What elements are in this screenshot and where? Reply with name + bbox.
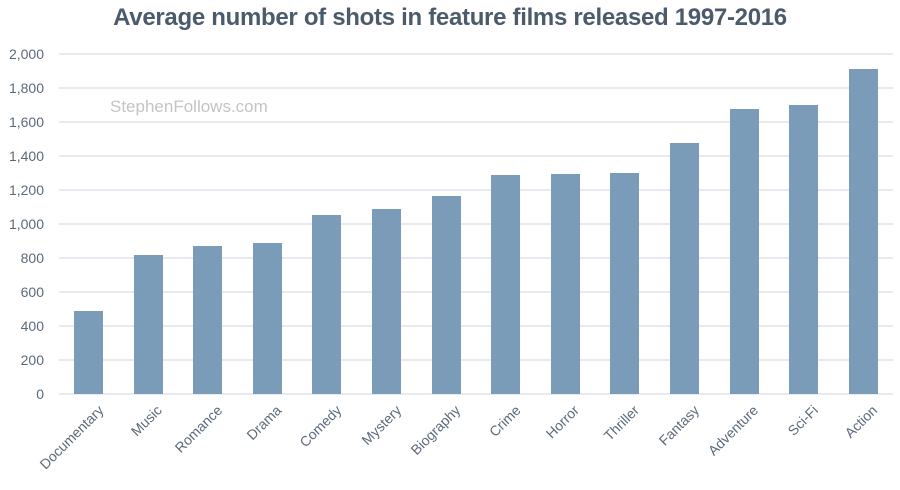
watermark: StephenFollows.com bbox=[110, 97, 268, 116]
bar-horror bbox=[550, 173, 580, 394]
bar-drama bbox=[252, 243, 282, 394]
y-tick-label: 1,000 bbox=[8, 216, 44, 232]
y-tick-label: 0 bbox=[36, 386, 44, 402]
x-tick-label: Biography bbox=[407, 402, 464, 458]
bar-thriller bbox=[610, 173, 640, 394]
x-tick-label: Mystery bbox=[357, 402, 404, 448]
y-tick-label: 1,200 bbox=[8, 182, 44, 198]
chart-title: Average number of shots in feature films… bbox=[113, 4, 787, 31]
y-tick-label: 200 bbox=[20, 352, 44, 368]
x-tick-label: Music bbox=[127, 402, 165, 440]
x-tick-label: Comedy bbox=[296, 402, 345, 451]
x-tick-label: Drama bbox=[243, 402, 285, 444]
x-tick-label: Action bbox=[841, 402, 881, 441]
y-tick-label: 400 bbox=[20, 318, 44, 334]
gridline bbox=[59, 393, 893, 395]
bar-mystery bbox=[372, 209, 401, 394]
gridline bbox=[59, 121, 893, 123]
bar-music bbox=[133, 255, 163, 394]
bar-adventure bbox=[729, 108, 759, 394]
x-tick-label: Horror bbox=[542, 402, 583, 442]
y-tick-label: 1,800 bbox=[8, 80, 44, 96]
y-tick-label: 600 bbox=[20, 284, 44, 300]
y-tick-label: 1,600 bbox=[8, 114, 44, 130]
gridline bbox=[59, 359, 893, 361]
bar-crime bbox=[491, 175, 521, 394]
gridline bbox=[59, 223, 893, 225]
y-tick-label: 1,400 bbox=[8, 148, 44, 164]
gridline bbox=[59, 155, 893, 157]
bar-fantasy bbox=[670, 143, 699, 394]
y-tick-label: 800 bbox=[20, 250, 44, 266]
x-tick-label: Sci-Fi bbox=[784, 402, 821, 439]
x-tick-label: Romance bbox=[171, 402, 225, 456]
bar-action bbox=[848, 68, 878, 394]
gridline bbox=[59, 291, 893, 293]
gridline bbox=[59, 87, 893, 89]
x-tick-label: Adventure bbox=[704, 402, 762, 459]
x-tick-label: Documentary bbox=[35, 402, 107, 473]
gridline bbox=[59, 53, 893, 55]
gridline bbox=[59, 189, 893, 191]
x-tick-label: Thriller bbox=[600, 402, 642, 444]
x-tick-label: Crime bbox=[485, 402, 524, 440]
y-tick-label: 2,000 bbox=[8, 46, 44, 62]
bar-romance bbox=[193, 246, 223, 394]
bar-sci-fi bbox=[789, 104, 819, 394]
x-tick-label: Fantasy bbox=[655, 402, 702, 449]
gridline bbox=[59, 325, 893, 327]
bar-biography bbox=[431, 195, 461, 394]
gridline bbox=[59, 257, 893, 259]
bar-comedy bbox=[312, 214, 342, 394]
bar-documentary bbox=[74, 310, 103, 394]
